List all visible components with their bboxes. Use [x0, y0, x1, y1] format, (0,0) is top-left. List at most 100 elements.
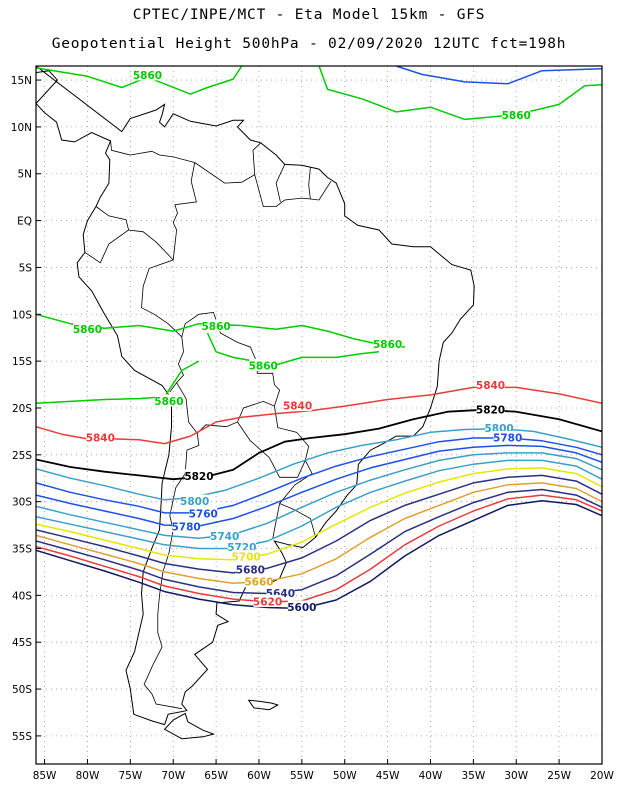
contour-label-bg: [73, 322, 102, 335]
contour-label: 5820: [184, 471, 213, 483]
lat-tick-label: 5S: [19, 262, 33, 274]
contour-label-bg: [180, 494, 209, 507]
lon-tick-label: 55W: [290, 770, 314, 782]
lat-tick-label: 10S: [12, 309, 32, 321]
contour-line-5900: [36, 66, 243, 95]
contour-label: 5860: [133, 70, 162, 82]
contour-label: 5700: [231, 551, 260, 563]
lon-tick-label: 35W: [461, 770, 485, 782]
contour-label: 5740: [210, 531, 239, 543]
country-border: [110, 140, 197, 260]
contour-line-5900c: [395, 66, 602, 85]
contour-label: 5860: [373, 339, 402, 351]
contour-line-5600: [36, 499, 602, 610]
contour-line-5720: [36, 459, 602, 550]
contour-label-bg: [184, 469, 213, 482]
contour-label-bg: [249, 358, 278, 371]
contour-label-bg: [502, 108, 531, 121]
contour-label: 5800: [180, 496, 209, 508]
lon-tick-label: 75W: [118, 770, 142, 782]
country-border: [143, 382, 200, 710]
contour-label-bg: [493, 430, 522, 443]
contour-label-bg: [172, 519, 201, 532]
contour-label: 5780: [171, 521, 200, 533]
contour-labels: 5860 5860 5860 5860 5860 5860 5860 5840 5840 5840…: [73, 68, 531, 614]
contour-label-bg: [189, 506, 218, 519]
lat-tick-label: 10N: [11, 122, 32, 134]
contour-label: 5780: [493, 432, 522, 444]
contour-label: 5600: [287, 602, 316, 614]
lat-tick-label: 55S: [12, 731, 32, 743]
lat-tick-label: 30S: [12, 497, 32, 509]
contour-label: 5660: [244, 577, 273, 589]
country-border: [254, 174, 332, 207]
contour-line-5620: [36, 494, 602, 603]
country-border: [237, 406, 310, 478]
country-border: [128, 229, 184, 393]
contour-line-5860: [36, 313, 405, 348]
contour-label: 5680: [236, 565, 265, 577]
contour-line-5680: [36, 474, 602, 574]
contour-label: 5820: [476, 404, 505, 416]
lat-tick-label: 40S: [12, 590, 32, 602]
contour-label-bg: [232, 549, 261, 562]
contour-line-5760: [36, 444, 602, 527]
contour-line-5900b: [318, 66, 602, 121]
contour-line-5640: [36, 488, 602, 595]
falklands-coast: [247, 699, 280, 711]
contour-label: 5840: [283, 401, 312, 413]
tierra-del-fuego-coast: [163, 712, 216, 740]
lat-tick-label: 5N: [17, 169, 32, 181]
lon-tick-label: 45W: [376, 770, 400, 782]
contour-label-bg: [133, 68, 162, 81]
contour-label: 5620: [253, 596, 282, 608]
contour-label: 5860: [249, 360, 278, 372]
contour-line-5700: [36, 467, 602, 561]
contour-label-bg: [236, 563, 265, 576]
country-border: [308, 167, 311, 200]
country-border: [275, 164, 286, 202]
contour-label-bg: [485, 421, 514, 434]
contour-label-bg: [476, 402, 505, 415]
contour-line-5660: [36, 482, 602, 584]
gridlines: [36, 66, 603, 764]
lon-tick-label: 30W: [504, 770, 528, 782]
axis-ticks: 15N 10N 5N EQ 5S 10S 15S 20S 25S 30S 35S 40S 45S 50S 5…: [11, 75, 615, 782]
contour-label: 5840: [86, 432, 115, 444]
chart-subtitle: Geopotential Height 500hPa - 02/09/2020 …: [51, 36, 567, 52]
contour-line-5860b: [206, 332, 380, 366]
contour-label: 5860: [73, 324, 102, 336]
lon-tick-label: 60W: [247, 770, 271, 782]
contour-line-5860c: [36, 360, 200, 405]
coastlines: [36, 66, 475, 740]
contour-label: 5760: [189, 508, 218, 520]
contour-label: 5860: [502, 110, 531, 122]
lat-tick-label: 45S: [12, 637, 32, 649]
contour-label-bg: [373, 337, 402, 350]
chart-title: CPTEC/INPE/MCT - Eta Model 15km - GFS: [132, 7, 486, 23]
lon-tick-label: 20W: [590, 770, 614, 782]
contour-label: 5860: [201, 321, 230, 333]
plot-frame: [35, 65, 603, 765]
contour-label-bg: [86, 430, 115, 443]
lat-tick-label: 35S: [12, 544, 32, 556]
contour-label: 5840: [476, 380, 505, 392]
country-border: [194, 142, 261, 184]
contour-label-bg: [283, 399, 312, 412]
contour-line-5780: [36, 437, 602, 514]
contour-lines: [36, 66, 602, 610]
contour-label-bg: [287, 600, 316, 613]
contour-label-bg: [253, 594, 282, 607]
lon-tick-label: 40W: [419, 770, 443, 782]
contour-label-bg: [476, 378, 505, 391]
contour-label-bg: [210, 529, 239, 542]
lon-tick-label: 80W: [76, 770, 100, 782]
lat-tick-label: 15S: [12, 356, 32, 368]
lon-tick-label: 70W: [161, 770, 185, 782]
contour-label-bg: [202, 319, 231, 332]
contour-line-5740: [36, 452, 602, 539]
lon-tick-label: 50W: [333, 770, 357, 782]
contour-label: 5860: [154, 396, 183, 408]
lat-tick-label: EQ: [17, 216, 32, 228]
